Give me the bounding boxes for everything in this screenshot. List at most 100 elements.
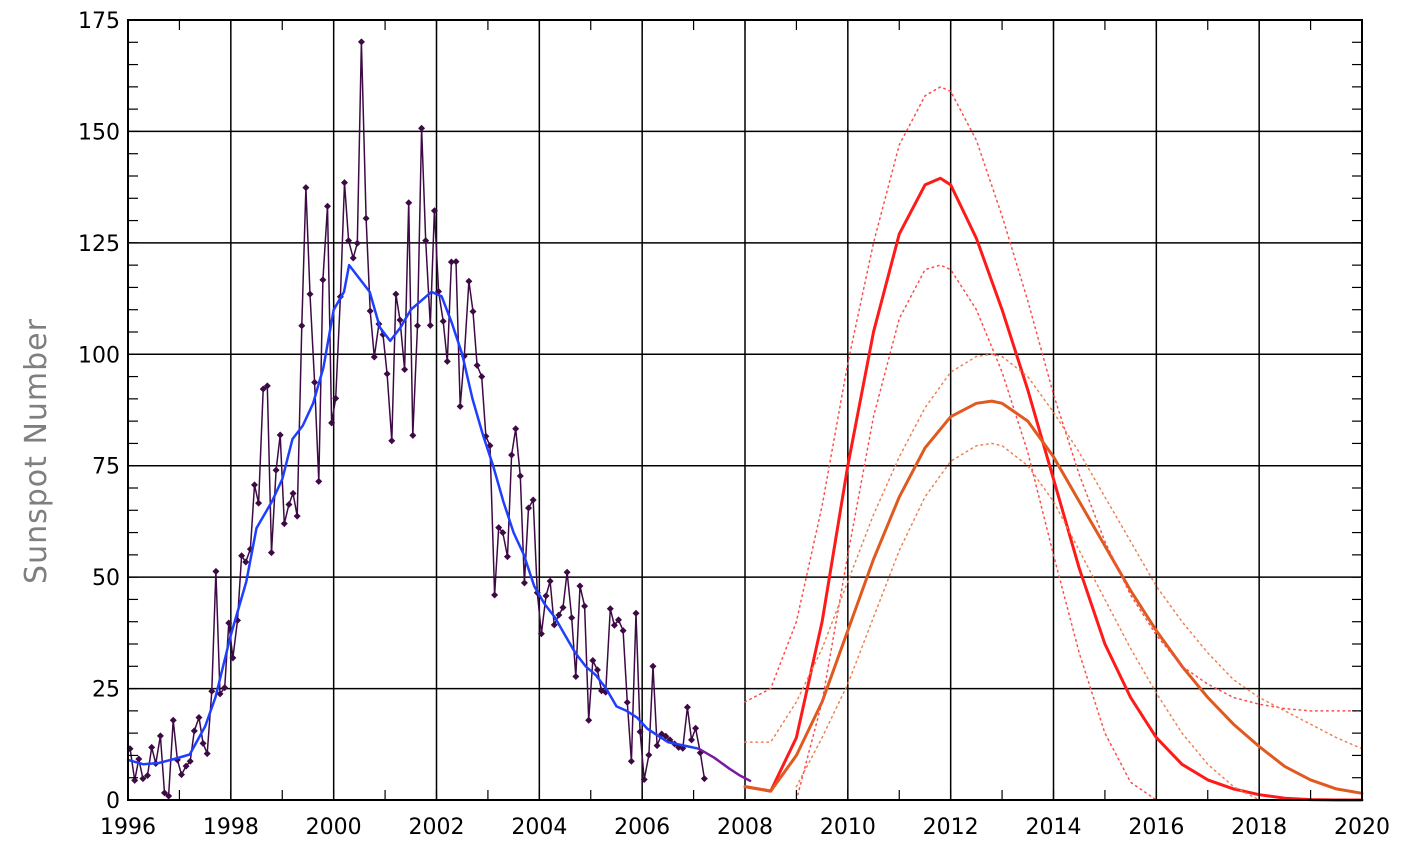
monthly-data-point <box>302 184 310 192</box>
monthly-data-point <box>319 276 327 284</box>
x-tick-label: 2000 <box>306 815 362 840</box>
monthly-data-point <box>148 743 156 751</box>
monthly-data-point <box>186 757 194 765</box>
monthly-data-point <box>478 373 486 381</box>
monthly-data-point <box>311 378 319 386</box>
monthly-data-point <box>550 621 558 629</box>
monthly-data-point <box>491 591 499 599</box>
x-tick-label: 1998 <box>203 815 259 840</box>
monthly-data-point <box>619 627 627 635</box>
monthly-data-point <box>177 771 185 779</box>
monthly-data-point <box>195 714 203 722</box>
monthly-data-point <box>516 472 524 480</box>
monthly-data-point <box>700 775 708 783</box>
monthly-data-point <box>131 776 139 784</box>
monthly-data-point <box>555 611 563 619</box>
monthly-data-point <box>662 732 670 740</box>
monthly-data-point <box>332 394 340 402</box>
monthly-data-point <box>525 504 533 512</box>
monthly-data-point <box>636 728 644 736</box>
monthly-data-point <box>255 499 263 507</box>
monthly-data-point <box>653 742 661 750</box>
monthly-data-point <box>366 307 374 315</box>
x-tick-label: 1996 <box>100 815 156 840</box>
monthly-data-point <box>267 549 275 557</box>
x-tick-label: 2018 <box>1231 815 1287 840</box>
monthly-data-point <box>495 524 503 532</box>
monthly-data-point <box>508 451 516 459</box>
axis-ticks <box>127 19 1363 801</box>
monthly-data-point <box>357 38 365 46</box>
series-monthly-line <box>129 41 706 797</box>
monthly-data-point <box>242 558 250 566</box>
x-tick-label: 2016 <box>1128 815 1184 840</box>
y-axis-title: Sunspot Number <box>19 318 54 584</box>
monthly-data-point <box>473 361 481 369</box>
y-tick-label: 50 <box>92 566 120 591</box>
x-tick-label: 2010 <box>820 815 876 840</box>
monthly-data-point <box>520 579 528 587</box>
x-tick-labels: 1996 1998 2000 2002 2004 2006 2008 2010 2012 2014… <box>100 815 1390 840</box>
monthly-data-point <box>503 553 511 561</box>
monthly-data-point <box>537 630 545 638</box>
monthly-data-point <box>581 602 589 610</box>
monthly-data-point <box>430 207 438 215</box>
y-tick-label: 150 <box>78 120 120 145</box>
monthly-data-point <box>272 466 280 474</box>
x-tick-label: 2014 <box>1026 815 1082 840</box>
monthly-data-point <box>289 489 297 497</box>
monthly-data-point <box>418 124 426 132</box>
y-tick-labels: 0 25 50 75 100 125 150 175 <box>78 9 120 814</box>
monthly-data-point <box>447 258 455 266</box>
monthly-data-point <box>529 496 537 504</box>
monthly-data-point <box>144 771 152 779</box>
monthly-data-point <box>169 716 177 724</box>
monthly-data-point <box>606 605 614 613</box>
monthly-data-point <box>615 616 623 624</box>
monthly-data-point <box>409 431 417 439</box>
monthly-data-point <box>683 703 691 711</box>
monthly-data-point <box>512 425 520 433</box>
monthly-data-point <box>285 500 293 508</box>
monthly-data-point <box>221 684 229 692</box>
monthly-data-point <box>469 307 477 315</box>
monthly-data-point <box>349 254 357 262</box>
x-tick-label: 2012 <box>923 815 979 840</box>
monthly-data-point <box>559 603 567 611</box>
monthly-data-point <box>443 357 451 365</box>
series-prediction_low_bounds-line <box>795 442 1260 801</box>
series-prediction_low-line <box>743 399 1364 795</box>
monthly-data-point <box>610 621 618 629</box>
monthly-data-point <box>422 237 430 245</box>
monthly-data-point <box>542 592 550 600</box>
monthly-data-point <box>623 698 631 706</box>
monthly-data-point <box>396 316 404 324</box>
monthly-data-point <box>165 792 173 800</box>
monthly-data-point <box>345 237 353 245</box>
monthly-data-point <box>276 431 284 439</box>
monthly-data-point <box>632 609 640 617</box>
monthly-data-point <box>589 656 597 664</box>
monthly-data-point <box>161 789 169 797</box>
monthly-data-point <box>383 370 391 378</box>
monthly-data-point <box>238 552 246 560</box>
monthly-data-point <box>212 567 220 575</box>
x-tick-label: 2008 <box>717 815 773 840</box>
monthly-data-point <box>190 727 198 735</box>
monthly-data-point <box>576 582 584 590</box>
monthly-data-point <box>572 673 580 681</box>
monthly-data-point <box>315 477 323 485</box>
monthly-data-point <box>199 739 207 747</box>
monthly-data-point <box>298 322 306 330</box>
y-tick-label: 0 <box>106 789 120 814</box>
monthly-data-point <box>139 775 147 783</box>
monthly-data-point <box>353 239 361 247</box>
y-tick-label: 75 <box>92 455 120 480</box>
monthly-data-point <box>328 419 336 427</box>
monthly-data-point <box>645 751 653 759</box>
x-tick-label: 2020 <box>1334 815 1390 840</box>
monthly-data-point <box>627 757 635 765</box>
x-tick-label: 2006 <box>614 815 670 840</box>
monthly-data-point <box>135 755 143 763</box>
